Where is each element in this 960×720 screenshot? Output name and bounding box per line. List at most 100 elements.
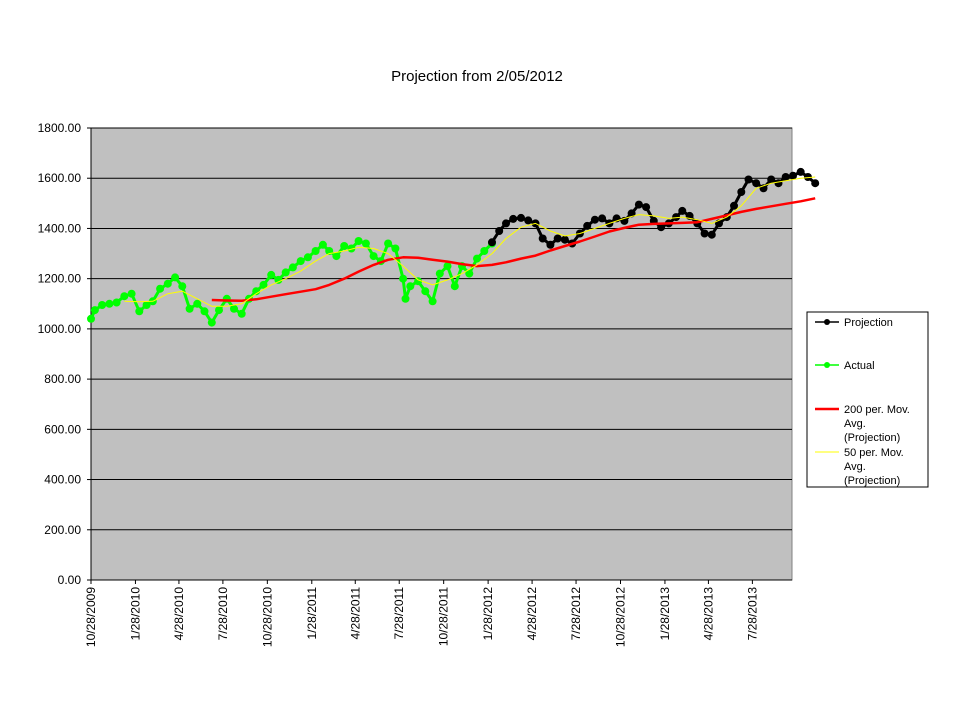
data-point xyxy=(281,268,290,277)
legend-marker xyxy=(824,362,830,368)
x-tick-label: 7/28/2013 xyxy=(745,587,759,641)
y-tick-label: 200.00 xyxy=(44,523,81,537)
x-tick-label: 10/28/2011 xyxy=(437,587,451,646)
data-point xyxy=(274,275,283,284)
y-tick-label: 1600.00 xyxy=(38,171,82,185)
data-point xyxy=(672,213,681,222)
x-tick-label: 1/28/2010 xyxy=(128,587,142,641)
data-point xyxy=(502,219,510,228)
data-point xyxy=(296,257,305,266)
data-point xyxy=(252,287,261,296)
data-point xyxy=(311,247,320,255)
data-point xyxy=(384,239,393,248)
data-point xyxy=(657,223,666,232)
data-point xyxy=(267,270,276,279)
legend-label: Projection xyxy=(844,317,893,329)
data-point xyxy=(414,277,423,286)
x-tick-label: 4/28/2011 xyxy=(348,587,362,640)
x-tick-label: 1/28/2011 xyxy=(305,587,319,640)
x-tick-label: 7/28/2010 xyxy=(216,587,230,641)
data-point xyxy=(678,206,687,215)
data-point xyxy=(803,173,812,181)
series-layer xyxy=(87,167,820,327)
data-point xyxy=(752,179,761,188)
data-point xyxy=(781,173,790,181)
data-point xyxy=(428,297,437,306)
legend: Projection Actual 200 per. Mov. Avg. (Projec… xyxy=(806,311,929,488)
data-point xyxy=(399,274,408,283)
legend-item: Projection xyxy=(815,317,893,329)
y-tick-label: 400.00 xyxy=(44,473,81,487)
data-point xyxy=(509,214,518,223)
data-point xyxy=(401,294,410,303)
data-point xyxy=(598,214,607,223)
data-point xyxy=(340,242,349,250)
data-point xyxy=(171,273,180,282)
series-2 xyxy=(211,197,816,303)
data-point xyxy=(318,240,327,249)
legend-item: Actual xyxy=(815,360,875,372)
legend-item: 200 per. Mov. Avg. (Projection) xyxy=(815,404,910,444)
y-tick-label: 1400.00 xyxy=(38,221,82,235)
data-point xyxy=(156,284,165,293)
data-point xyxy=(642,203,651,212)
y-tick-label: 0.00 xyxy=(58,573,82,587)
data-point xyxy=(90,306,99,315)
x-tick-label: 1/28/2013 xyxy=(658,587,672,641)
x-tick-label: 7/28/2011 xyxy=(392,587,406,640)
data-point xyxy=(112,298,121,307)
x-tick-label: 1/28/2012 xyxy=(481,587,495,641)
series-line xyxy=(124,176,816,307)
data-point xyxy=(178,282,187,291)
legend-item: 50 per. Mov. Avg. (Projection) xyxy=(815,447,904,487)
x-axis: 10/28/2009 1/28/2010 4/28/2010 7/28/2010 10/… xyxy=(84,579,792,647)
data-point xyxy=(215,306,223,315)
data-point xyxy=(450,282,459,291)
data-point xyxy=(590,215,599,224)
data-point xyxy=(767,175,776,184)
data-point xyxy=(98,301,107,309)
data-point xyxy=(237,309,246,318)
x-tick-label: 4/28/2012 xyxy=(525,587,539,641)
gridlines xyxy=(91,127,792,531)
data-point xyxy=(538,234,547,243)
data-point xyxy=(200,307,209,316)
data-point xyxy=(560,235,569,244)
data-point xyxy=(443,262,452,271)
data-point xyxy=(707,230,716,239)
x-tick-label: 10/28/2010 xyxy=(260,587,274,647)
data-point xyxy=(87,314,95,323)
legend-box xyxy=(806,311,929,488)
data-point xyxy=(495,227,504,235)
data-point xyxy=(193,299,202,308)
data-point xyxy=(391,244,400,253)
data-point xyxy=(354,237,363,245)
data-point xyxy=(288,263,297,272)
legend-label: 50 per. Mov. Avg. (Projection) xyxy=(844,447,904,487)
data-point xyxy=(185,304,194,313)
y-tick-label: 600.00 xyxy=(44,422,81,436)
chart-title: Projection from 2/05/2012 xyxy=(391,68,563,85)
data-point xyxy=(135,307,144,316)
legend-marker xyxy=(824,319,830,325)
x-tick-label: 10/28/2012 xyxy=(613,587,627,647)
data-point xyxy=(796,167,805,176)
data-point xyxy=(730,201,738,210)
x-tick-label: 10/28/2009 xyxy=(84,587,98,647)
legend-label: 200 per. Mov. Avg. (Projection) xyxy=(844,404,910,444)
data-point xyxy=(332,252,341,261)
data-point xyxy=(774,179,783,188)
data-point xyxy=(524,216,533,225)
data-point xyxy=(435,269,444,278)
x-tick-label: 4/28/2010 xyxy=(172,587,186,641)
y-tick-label: 1200.00 xyxy=(38,272,82,286)
data-point xyxy=(789,171,797,180)
data-point xyxy=(583,221,592,230)
data-point xyxy=(207,318,216,327)
data-point xyxy=(480,247,489,255)
data-point xyxy=(700,229,709,238)
data-point xyxy=(105,299,114,308)
data-point xyxy=(517,213,525,222)
x-tick-label: 4/28/2013 xyxy=(701,587,715,641)
